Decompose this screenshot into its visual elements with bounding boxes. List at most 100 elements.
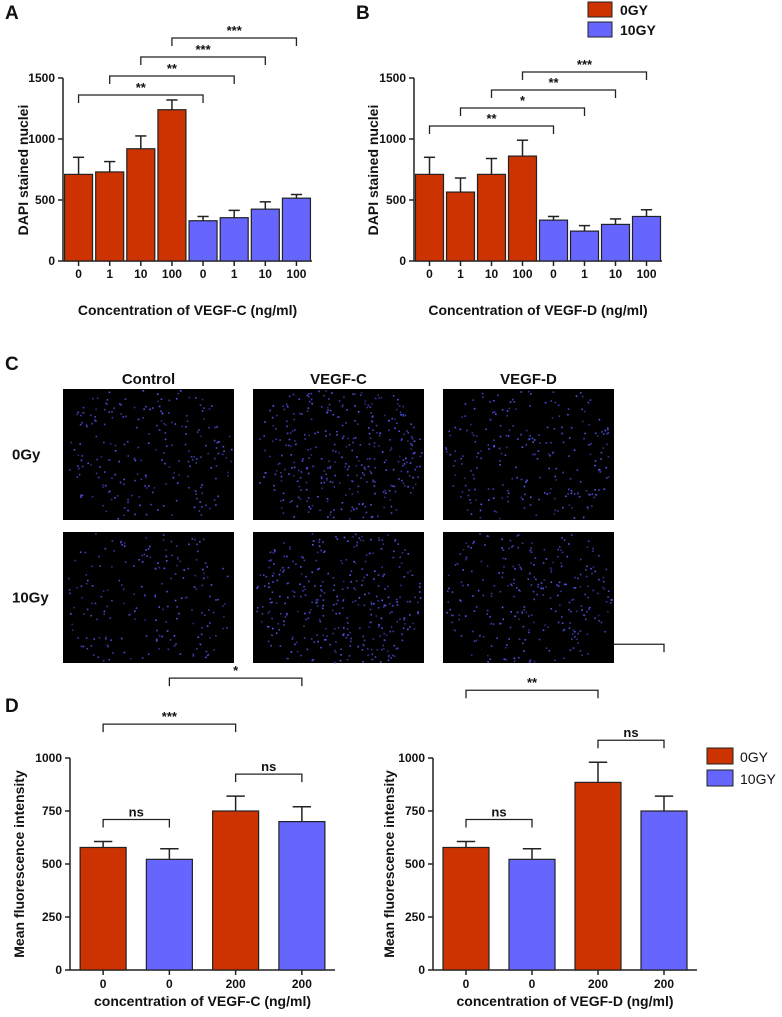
nucleus-dot [91,602,93,605]
nucleus-dot [145,474,147,477]
nucleus-dot [362,661,364,663]
nucleus-dot [605,466,608,469]
nucleus-dot [230,460,233,463]
nucleus-dot [520,391,522,393]
nucleus-dot [537,450,540,452]
nucleus-dot [587,585,589,587]
nucleus-dot [369,608,372,611]
nucleus-dot [342,607,344,609]
nucleus-dot [391,417,393,420]
nucleus-dot [282,571,284,573]
nucleus-dot [568,455,570,457]
nucleus-dot [340,508,343,511]
nucleus-dot [152,491,154,494]
nucleus-dot [289,548,291,550]
nucleus-dot [283,620,285,623]
nucleus-dot [384,492,387,494]
nucleus-dot [520,568,523,570]
nucleus-dot [316,605,319,607]
nucleus-dot [511,584,513,587]
nucleus-dot [533,439,536,441]
nucleus-dot [377,574,380,576]
nucleus-dot [567,413,569,416]
nucleus-dot [148,485,150,487]
nucleus-dot [321,590,323,592]
nucleus-dot [300,471,303,474]
nucleus-dot [325,435,327,437]
nucleus-dot [320,482,323,484]
nucleus-dot [195,493,197,495]
nucleus-dot [561,432,563,435]
nucleus-dot [287,405,289,408]
nucleus-dot [400,584,402,587]
nucleus-dot [547,626,549,628]
nucleus-dot [319,594,322,597]
y-tick-label: 250 [42,910,62,924]
nucleus-dot [546,493,549,495]
nucleus-dot [451,591,454,593]
nucleus-dot [201,484,203,486]
nucleus-dot [397,460,400,463]
nucleus-dot [317,431,319,434]
nucleus-dot [157,562,159,564]
nucleus-dot [283,555,285,558]
nucleus-dot [147,442,150,444]
nucleus-dot [369,552,371,555]
nucleus-dot [195,588,198,590]
nucleus-dot [366,458,369,460]
nucleus-dot [482,579,484,581]
nucleus-dot [73,606,75,609]
nucleus-dot [357,485,360,488]
nucleus-dot [279,569,282,572]
nucleus-dot [472,399,474,401]
nucleus-dot [215,635,217,637]
nucleus-dot [162,608,164,611]
nucleus-dot [304,588,306,591]
nucleus-dot [364,403,366,405]
nucleus-dot [179,560,181,563]
x-tick-label: 100 [636,267,656,281]
nucleus-dot [327,406,329,409]
nucleus-dot [371,416,374,418]
bar [631,215,662,262]
nucleus-dot [575,610,578,613]
x-tick-label: 10 [259,267,273,281]
nucleus-dot [144,485,146,487]
nucleus-dot [77,411,79,414]
nucleus-dot [325,639,327,641]
nucleus-dot [306,468,308,470]
nucleus-dot [293,466,296,469]
nucleus-dot [183,569,185,571]
nucleus-dot [133,406,136,409]
nucleus-dot [288,473,290,475]
nucleus-dot [371,403,373,405]
nucleus-dot [351,480,354,483]
nucleus-dot [480,457,482,460]
nucleus-dot [476,467,478,469]
nucleus-dot [98,555,100,558]
nucleus-dot [446,611,448,614]
nucleus-dot [454,629,457,632]
nucleus-dot [402,627,405,629]
nucleus-dot [475,606,478,608]
nucleus-dot [572,598,575,601]
nucleus-dot [572,633,574,635]
nucleus-dot [536,593,538,596]
nucleus-dot [579,573,582,576]
nucleus-dot [298,398,301,400]
nucleus-dot [310,418,313,421]
nucleus-dot [223,450,225,452]
nucleus-dot [594,570,596,573]
nucleus-dot [191,459,194,461]
nucleus-dot [582,395,584,398]
nucleus-dot [588,608,590,611]
y-tick-label: 1500 [28,71,55,85]
nucleus-dot [524,493,526,496]
nucleus-dot [299,477,302,479]
nucleus-dot [472,595,474,597]
nucleus-dot [387,655,390,658]
nucleus-dot [201,627,203,629]
nucleus-dot [329,433,331,436]
nucleus-dot [588,606,591,609]
nucleus-dot [160,398,163,400]
